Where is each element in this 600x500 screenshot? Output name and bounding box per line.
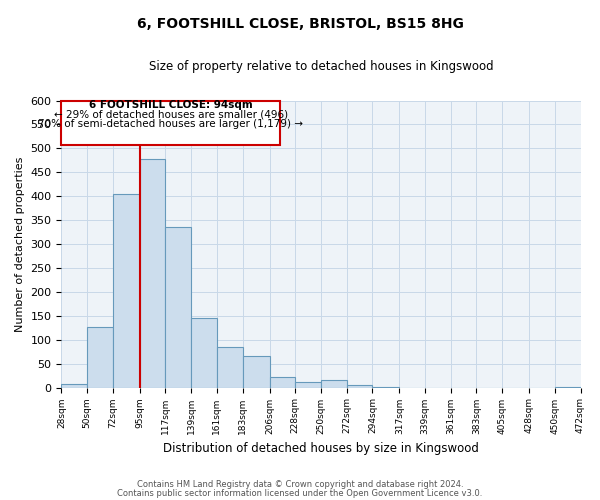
Y-axis label: Number of detached properties: Number of detached properties	[15, 156, 25, 332]
Text: ← 29% of detached houses are smaller (496): ← 29% of detached houses are smaller (49…	[53, 110, 288, 120]
Title: Size of property relative to detached houses in Kingswood: Size of property relative to detached ho…	[149, 60, 493, 73]
Text: Contains HM Land Registry data © Crown copyright and database right 2024.: Contains HM Land Registry data © Crown c…	[137, 480, 463, 489]
Text: 6, FOOTSHILL CLOSE, BRISTOL, BS15 8HG: 6, FOOTSHILL CLOSE, BRISTOL, BS15 8HG	[137, 18, 463, 32]
Bar	[555, 386, 581, 388]
Bar	[61, 384, 87, 388]
Bar	[347, 385, 373, 388]
Bar	[140, 160, 166, 388]
Bar	[61, 100, 280, 145]
Text: Contains public sector information licensed under the Open Government Licence v3: Contains public sector information licen…	[118, 488, 482, 498]
Bar	[269, 377, 295, 388]
Bar	[321, 380, 347, 388]
Text: 70% of semi-detached houses are larger (1,179) →: 70% of semi-detached houses are larger (…	[38, 120, 303, 130]
Bar	[217, 348, 242, 388]
X-axis label: Distribution of detached houses by size in Kingswood: Distribution of detached houses by size …	[163, 442, 479, 455]
Text: 6 FOOTSHILL CLOSE: 94sqm: 6 FOOTSHILL CLOSE: 94sqm	[89, 100, 253, 110]
Bar	[166, 228, 191, 388]
Bar	[295, 382, 321, 388]
Bar	[113, 194, 140, 388]
Bar	[242, 356, 269, 388]
Bar	[191, 318, 217, 388]
Bar	[87, 327, 113, 388]
